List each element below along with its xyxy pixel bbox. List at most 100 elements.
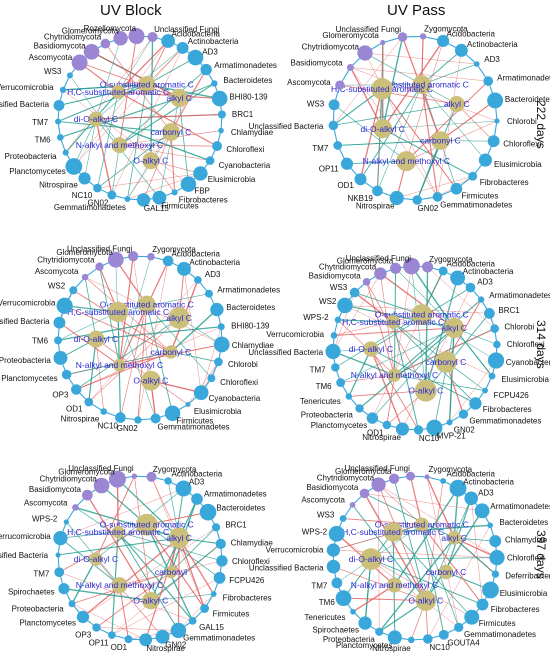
taxon-node [93,183,102,193]
edge [427,266,495,329]
edge [370,558,483,605]
carbon-label: di-O-alkyl C [349,554,393,564]
edge [96,627,179,631]
carbon-label: carbonyl C [426,567,467,577]
taxon-label: Spirochaetes [312,625,359,634]
taxon-node [491,570,500,578]
taxon-node [438,266,448,276]
taxon-label: Bacteroidetes [216,504,265,513]
taxon-label: Verrucomicrobia [0,299,56,308]
carbon-node [360,548,382,570]
taxon-label: Glomeromycota [337,257,394,266]
taxon-label: TM6 [35,135,52,144]
edge [76,326,222,390]
carbon-label: H,C-substituted aromatic C [331,84,433,94]
edge [337,140,441,146]
carbon-label: alkyl C [166,313,192,323]
edge [91,51,180,99]
carbon-node [111,84,126,99]
taxon-node [63,519,69,525]
taxon-label: Chloroflexi [507,554,545,563]
taxon-node [53,350,68,365]
edge [111,47,183,196]
taxon-label: GAL15 [199,623,224,632]
taxon-label: Nitrospirae [146,644,185,653]
carbon-node [444,317,465,338]
taxon-node [337,297,353,314]
taxon-label: Zygomycota [152,245,196,254]
taxon-node [72,504,79,511]
taxon-node [325,343,341,360]
edge [364,493,483,512]
taxon-node [494,118,500,124]
taxon-label: OD1 [337,181,354,190]
taxon-label: Nitrospirae [372,644,411,653]
taxon-node [82,489,93,501]
taxon-node [66,72,73,79]
carbon-node [387,368,402,382]
taxon-node [214,357,223,367]
taxon-label: Acidobacteria [447,259,496,268]
edge [146,47,183,85]
taxon-label: Planctomycetes [311,421,367,430]
taxon-label: Chlorobi [228,360,258,369]
taxon-label: Verrucomicrobia [266,545,324,554]
edge [434,327,455,428]
taxon-node [217,110,226,119]
carbon-label: di-O-alkyl C [361,124,405,134]
edge [63,587,151,602]
taxon-label: Ascomycota [35,267,79,276]
carbon-node [431,131,450,150]
taxon-node [440,478,447,484]
taxon-label: Cyanobacteria [506,358,550,367]
taxon-label: GN02 [454,426,475,435]
edge [178,97,189,185]
edge [416,140,442,201]
taxon-label: Unclassified Bacteria [249,564,324,573]
edge [117,531,194,622]
carbon-label: alkyl C [166,93,192,103]
taxon-label: Chytridiomycota [302,43,360,52]
carbon-label: O-substituted aromatic C [100,520,194,530]
edge [97,91,119,189]
taxon-node [424,474,430,480]
edge [96,571,172,628]
edge [370,348,476,404]
taxon-node [217,323,225,331]
carbon-label: O-substituted aromatic C [100,300,194,310]
taxon-node [54,336,63,345]
carbon-label: H,C-substituted aromatic C [342,527,444,537]
edge [349,67,384,130]
taxon-label: Proteobacteria [0,356,51,365]
taxon-node [468,171,478,181]
taxon-label: BRC1 [232,110,254,119]
edge [386,266,412,426]
edge [352,584,395,613]
taxon-label: Glomeromycota [322,31,379,40]
edge [392,531,473,618]
carbon-node [108,301,129,323]
carbon-label: H,C-substituted aromatic C [67,307,169,317]
taxon-node [139,633,153,647]
edge [332,273,381,352]
taxon-label: TM7 [312,144,329,153]
edge [343,597,426,602]
taxon-label: Proteobacteria [323,635,376,644]
edge [333,104,407,162]
taxon-label: Chloroflexi [232,557,270,566]
network-panel-uvblock-314: O-substituted aromatic C alkyl C carbonyl … [0,244,280,433]
carbon-label: O-alkyl C [408,596,443,606]
edge [57,311,119,341]
taxon-label: Basidiomycota [309,271,362,280]
taxon-node [56,134,64,141]
edge [178,593,214,631]
taxon-node [205,289,213,298]
taxon-label: Chytridiomycota [319,262,377,271]
taxon-node [212,141,222,152]
taxon-label: Acidobacteria [447,469,496,478]
taxon-label: AD3 [484,55,500,64]
carbon-node [371,78,393,100]
edge [117,91,218,147]
taxon-label: Proteobacteria [12,604,65,613]
taxon-label: Elusimicrobia [208,175,256,184]
